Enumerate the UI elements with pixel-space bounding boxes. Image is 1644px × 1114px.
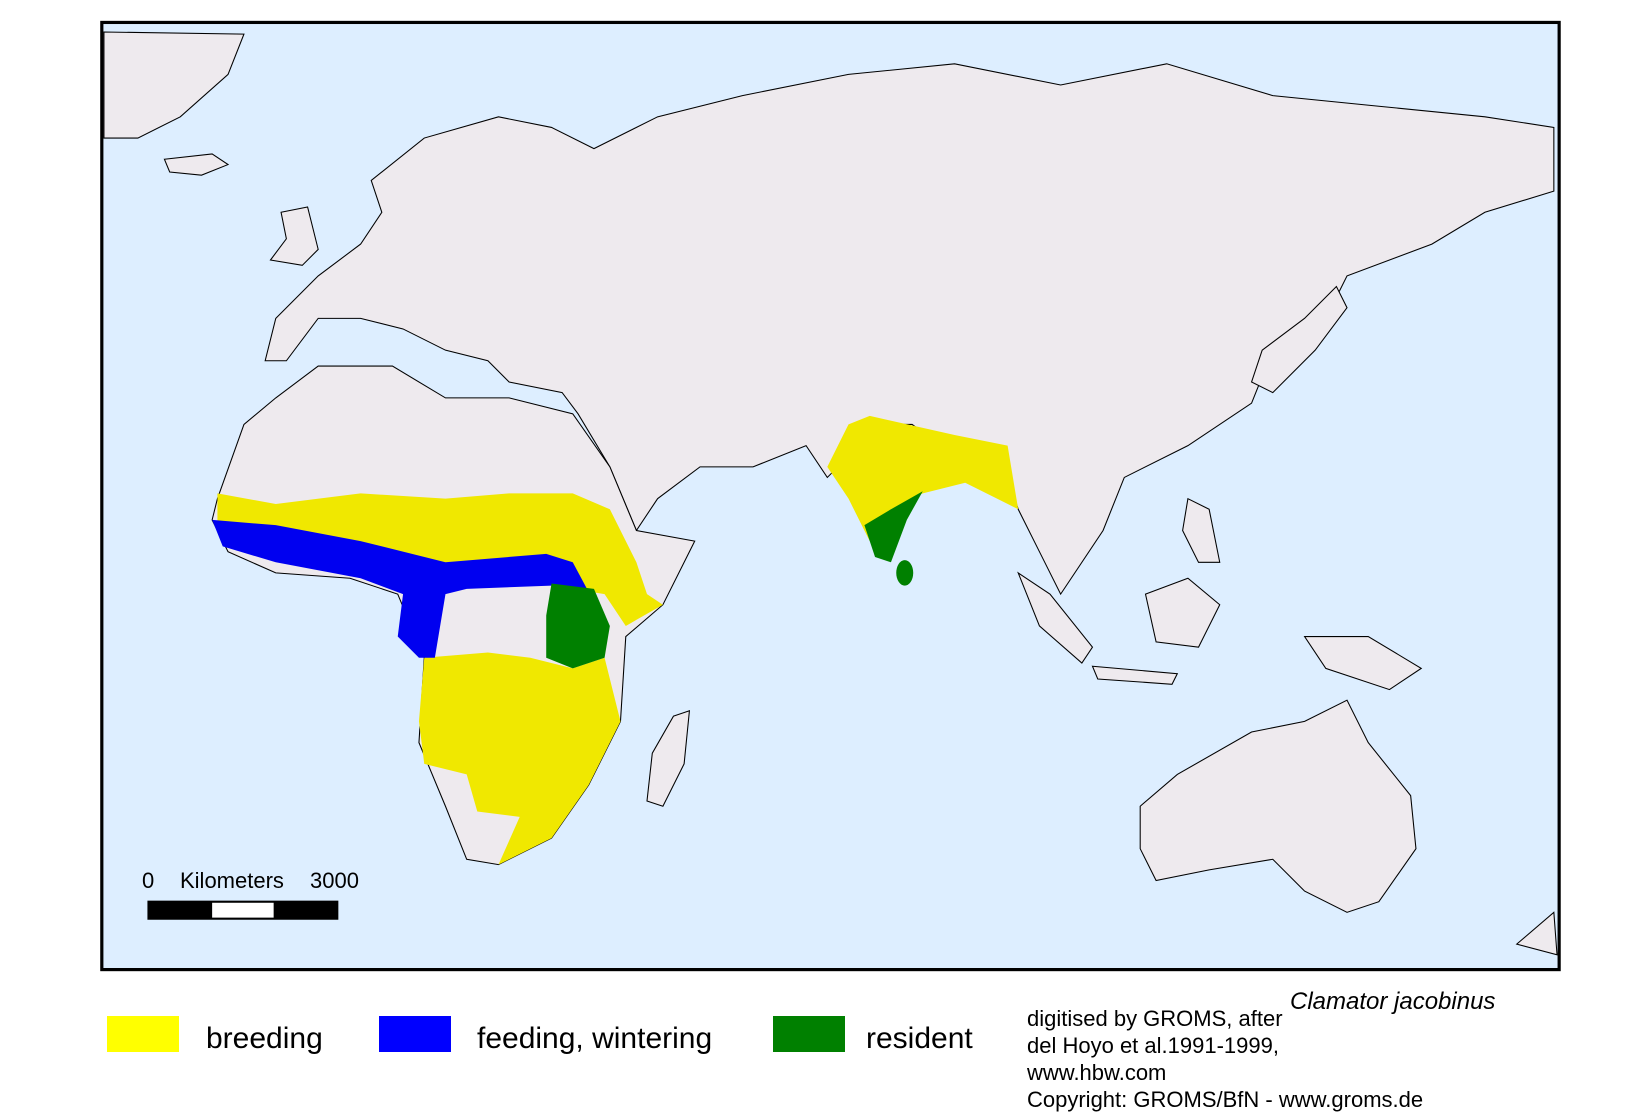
scale-unit: Kilometers <box>180 868 284 893</box>
credit-line-3: www.hbw.com <box>1027 1060 1167 1085</box>
new-guinea <box>1303 636 1423 691</box>
iceland <box>163 153 230 176</box>
philippines <box>1182 497 1221 563</box>
australia <box>1139 699 1417 913</box>
breeding-range-india <box>827 415 1019 542</box>
credit-line-4: Copyright: GROMS/BfN - www.groms.de <box>1027 1087 1424 1112</box>
java <box>1091 665 1179 685</box>
uk <box>269 206 319 266</box>
legend-label-resident: resident <box>866 1022 973 1055</box>
legend-swatch-resident <box>773 1016 845 1052</box>
species-name: Clamator jacobinus <box>1290 988 1496 1015</box>
japan <box>1250 285 1348 394</box>
resident-range-sri-lanka <box>896 560 914 586</box>
legend-label-breeding: breeding <box>206 1022 323 1055</box>
legend-label-wintering: feeding, wintering <box>477 1022 713 1055</box>
new-zealand <box>1515 911 1558 956</box>
scale-start: 0 <box>142 868 155 893</box>
scale-end: 3000 <box>310 868 359 893</box>
borneo <box>1144 577 1221 648</box>
resident-range-east-africa <box>546 583 610 669</box>
breeding-range-southern-africa <box>418 652 621 865</box>
madagascar <box>646 710 691 807</box>
scale-bar <box>147 900 339 920</box>
eurasia <box>264 63 1555 596</box>
legend-swatch-wintering <box>379 1016 451 1052</box>
greenland <box>103 31 245 139</box>
breeding-range-sahel <box>217 493 663 626</box>
resident-range-india <box>864 491 923 563</box>
credit-line-2: del Hoyo et al.1991-1999, <box>1027 1033 1279 1058</box>
legend-swatch-breeding <box>107 1016 179 1052</box>
credit-line-1: digitised by GROMS, after <box>1027 1006 1283 1031</box>
wintering-range-africa <box>212 519 589 658</box>
sumatra <box>1017 571 1094 664</box>
range-overlays <box>212 415 1019 865</box>
